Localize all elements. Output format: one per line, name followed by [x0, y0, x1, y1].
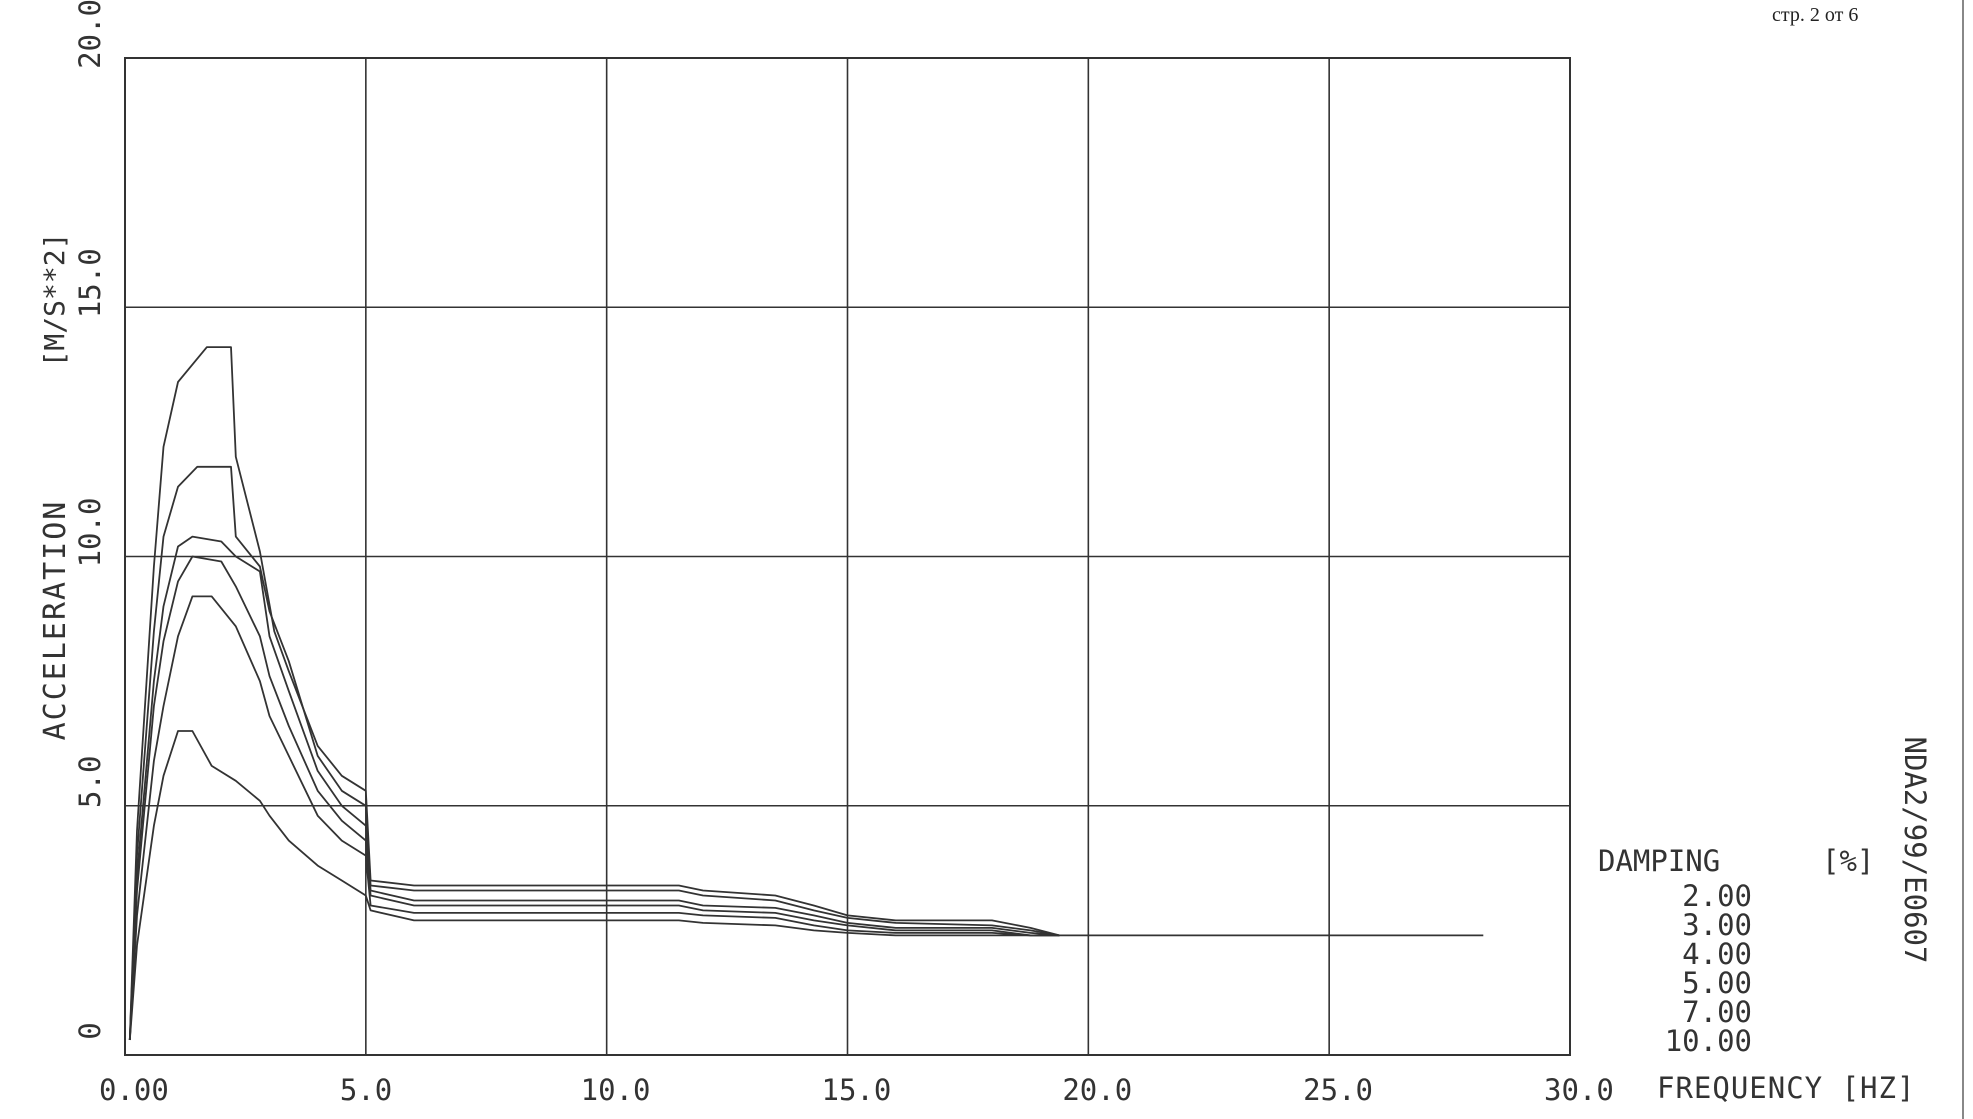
x-tick-label: 15.0 [822, 1073, 892, 1107]
y-tick-label: 10.0 [73, 498, 107, 568]
page-reference: стр. 2 от 6 [1772, 4, 1859, 26]
series-line-damping-3.00 [128, 465, 1060, 1041]
legend-entry: 7.00 [1682, 995, 1752, 1029]
series-line-damping-10.00 [128, 730, 1060, 1041]
y-tick-label: 20.0 [73, 0, 107, 69]
y-tick-label: 0 [73, 1022, 107, 1039]
legend-entry: 10.00 [1664, 1024, 1752, 1058]
x-tick-label: 5.0 [340, 1073, 392, 1107]
legend-entry: 5.00 [1682, 966, 1752, 1000]
y-tick-label: 15.0 [73, 248, 107, 318]
series-line-damping-2.00 [128, 346, 1484, 1041]
series-line-damping-7.00 [128, 595, 1060, 1041]
x-axis-label: FREQUENCY [HZ] [1657, 1071, 1916, 1105]
legend: 2.00 3.00 4.00 5.00 7.00 10.00 [1640, 882, 1752, 1056]
x-tick-label: 30.0 [1544, 1073, 1614, 1107]
x-tick-label: 20.0 [1062, 1073, 1132, 1107]
chart-tick-labels: 0.00 5.0 10.0 15.0 20.0 25.0 30.0 0 5.0 10.0 15.0 2… [73, 0, 1614, 1107]
x-tick-label: 25.0 [1303, 1073, 1373, 1107]
legend-title: DAMPING [1598, 844, 1721, 878]
y-tick-label: 5.0 [73, 756, 107, 808]
chart-series [128, 346, 1484, 1041]
legend-entry: 3.00 [1682, 908, 1752, 942]
series-line-damping-5.00 [128, 555, 1060, 1041]
y-axis-label: ACCELERATION [38, 499, 73, 741]
page-edge-line [1962, 0, 1964, 1119]
document-id: NDA2/99/E0607 [1898, 736, 1932, 964]
legend-entry: 4.00 [1682, 937, 1752, 971]
chart-grid [124, 57, 1571, 1056]
legend-entry: 2.00 [1682, 879, 1752, 913]
y-axis-unit: [M/S**2] [38, 232, 71, 368]
series-line-damping-4.00 [128, 535, 1060, 1041]
x-tick-label: 10.0 [581, 1073, 651, 1107]
x-tick-label: 0.00 [99, 1073, 169, 1107]
legend-unit: [%] [1822, 844, 1875, 878]
